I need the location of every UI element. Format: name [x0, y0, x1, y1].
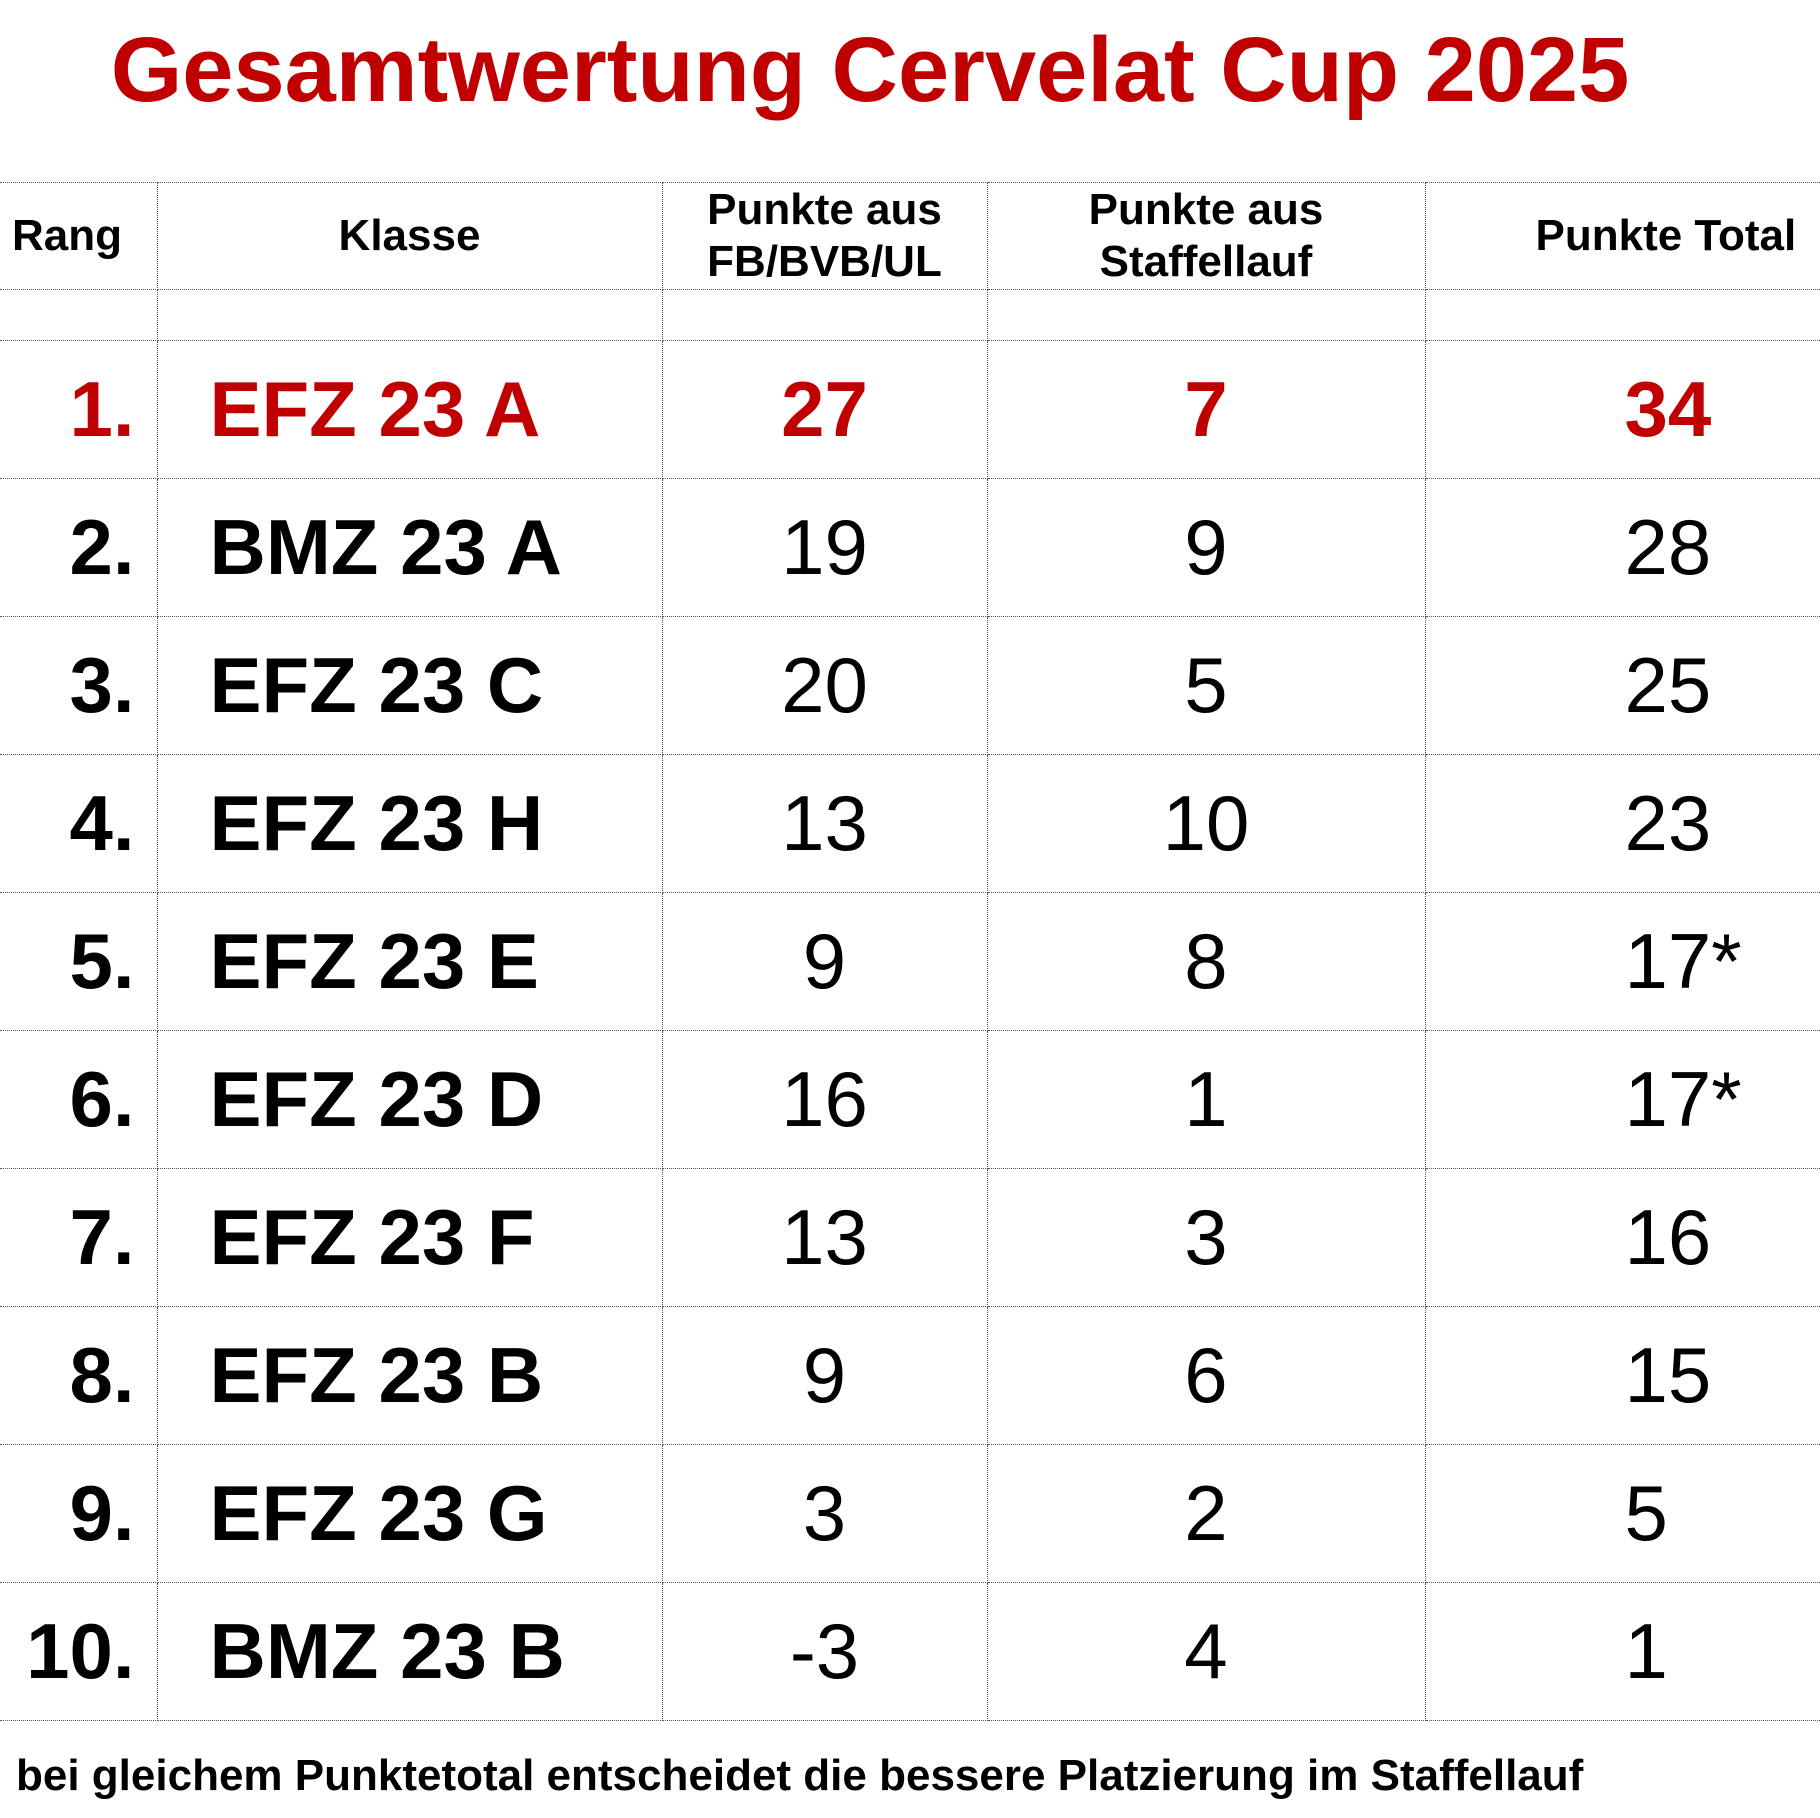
klasse-cell: EFZ 23 H [156, 754, 663, 893]
punkte-fb-cell: 20 [661, 616, 988, 755]
punkte-fb-cell: 9 [661, 1306, 988, 1445]
punkte-staffel-cell: 9 [986, 478, 1426, 617]
punkte-staffel-cell: 5 [986, 616, 1426, 755]
header-punkte-total: Punkte Total [1424, 182, 1820, 290]
punkte-fb-cell: 9 [661, 892, 988, 1031]
results-table: Rang Klasse Punkte aus FB/BVB/UL Punkte … [0, 182, 1820, 1721]
rang-cell: 7. [0, 1168, 158, 1307]
punkte-total-value: 16 [1624, 1193, 1712, 1281]
footnote: bei gleichem Punktetotal entscheidet die… [16, 1751, 1584, 1800]
punkte-total-cell: 25 [1424, 616, 1820, 755]
klasse-cell: EFZ 23 F [156, 1168, 663, 1307]
punkte-total-value: 5 [1624, 1469, 1668, 1557]
spacer-cell [661, 289, 988, 341]
results-body: 1. EFZ 23 A 27 7 34 2. BMZ 23 A 19 9 28 3. EFZ 23 C… [0, 289, 1820, 1721]
rang-cell: 4. [0, 754, 158, 893]
spacer-cell [156, 289, 663, 341]
header-punkte-fb: Punkte aus FB/BVB/UL [661, 182, 988, 290]
punkte-staffel-cell: 10 [986, 754, 1426, 893]
rang-cell: 1. [0, 340, 158, 479]
table-row: 6. EFZ 23 D 16 1 17* [0, 1030, 1820, 1169]
punkte-total-cell: 1 [1424, 1582, 1820, 1721]
punkte-total-value: 34 [1624, 365, 1712, 453]
punkte-total-value: 15 [1624, 1331, 1712, 1419]
table-row: 1. EFZ 23 A 27 7 34 [0, 340, 1820, 479]
rang-cell: 6. [0, 1030, 158, 1169]
header-row: Rang Klasse Punkte aus FB/BVB/UL Punkte … [0, 182, 1820, 290]
punkte-total-cell: 5 [1424, 1444, 1820, 1583]
spacer-cell [1424, 289, 1820, 341]
punkte-staffel-cell: 3 [986, 1168, 1426, 1307]
punkte-total-value: 1 [1624, 1607, 1668, 1695]
table-row: 10. BMZ 23 B -3 4 1 [0, 1582, 1820, 1721]
punkte-staffel-cell: 1 [986, 1030, 1426, 1169]
spacer-cell [986, 289, 1426, 341]
klasse-cell: EFZ 23 E [156, 892, 663, 1031]
punkte-total-value: 28 [1624, 503, 1712, 591]
punkte-staffel-cell: 2 [986, 1444, 1426, 1583]
header-rang: Rang [0, 182, 158, 290]
header-klasse: Klasse [156, 182, 663, 290]
punkte-total-cell: 15 [1424, 1306, 1820, 1445]
punkte-fb-cell: 19 [661, 478, 988, 617]
punkte-staffel-cell: 6 [986, 1306, 1426, 1445]
rang-cell: 10. [0, 1582, 158, 1721]
klasse-cell: EFZ 23 G [156, 1444, 663, 1583]
table-row: 4. EFZ 23 H 13 10 23 [0, 754, 1820, 893]
punkte-fb-cell: -3 [661, 1582, 988, 1721]
header-punkte-staffel-line2: Staffellauf [1099, 237, 1313, 286]
punkte-staffel-cell: 4 [986, 1582, 1426, 1721]
rang-cell: 2. [0, 478, 158, 617]
punkte-total-value: 17* [1624, 917, 1742, 1005]
punkte-fb-cell: 13 [661, 1168, 988, 1307]
rang-cell: 8. [0, 1306, 158, 1445]
table-row: 3. EFZ 23 C 20 5 25 [0, 616, 1820, 755]
punkte-fb-cell: 16 [661, 1030, 988, 1169]
spacer-row [0, 289, 1820, 341]
punkte-total-cell: 17* [1424, 892, 1820, 1031]
punkte-staffel-cell: 8 [986, 892, 1426, 1031]
klasse-cell: EFZ 23 D [156, 1030, 663, 1169]
punkte-total-cell: 17* [1424, 1030, 1820, 1169]
table-row: 5. EFZ 23 E 9 8 17* [0, 892, 1820, 1031]
punkte-total-cell: 23 [1424, 754, 1820, 893]
rang-cell: 5. [0, 892, 158, 1031]
header-punkte-staffel: Punkte aus Staffellauf [986, 182, 1426, 290]
rang-cell: 9. [0, 1444, 158, 1583]
punkte-total-cell: 34 [1424, 340, 1820, 479]
punkte-total-value: 25 [1624, 641, 1712, 729]
spacer-cell [0, 289, 158, 341]
punkte-staffel-cell: 7 [986, 340, 1426, 479]
punkte-fb-cell: 13 [661, 754, 988, 893]
table-row: 8. EFZ 23 B 9 6 15 [0, 1306, 1820, 1445]
klasse-cell: EFZ 23 B [156, 1306, 663, 1445]
rang-cell: 3. [0, 616, 158, 755]
table-row: 7. EFZ 23 F 13 3 16 [0, 1168, 1820, 1307]
punkte-total-cell: 28 [1424, 478, 1820, 617]
page-title: Gesamtwertung Cervelat Cup 2025 [110, 19, 1630, 121]
klasse-cell: EFZ 23 A [156, 340, 663, 479]
klasse-cell: BMZ 23 A [156, 478, 663, 617]
header-punkte-fb-line2: FB/BVB/UL [707, 237, 942, 286]
header-punkte-fb-line1: Punkte aus [707, 185, 942, 234]
punkte-fb-cell: 3 [661, 1444, 988, 1583]
klasse-cell: EFZ 23 C [156, 616, 663, 755]
punkte-total-value: 23 [1624, 779, 1712, 867]
punkte-fb-cell: 27 [661, 340, 988, 479]
header-punkte-staffel-line1: Punkte aus [1088, 185, 1324, 234]
punkte-total-value: 17* [1624, 1055, 1742, 1143]
table-row: 2. BMZ 23 A 19 9 28 [0, 478, 1820, 617]
klasse-cell: BMZ 23 B [156, 1582, 663, 1721]
punkte-total-cell: 16 [1424, 1168, 1820, 1307]
